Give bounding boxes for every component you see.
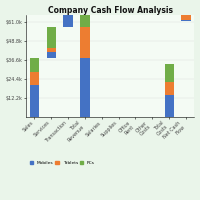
Bar [148,5,157,8]
Bar [80,27,90,58]
Bar [148,0,157,3]
Bar [47,52,56,58]
Bar [47,27,56,48]
Bar [63,5,73,27]
Bar [148,3,157,5]
Bar [181,8,191,14]
Bar [80,58,90,117]
Bar [165,64,174,82]
Bar [165,82,174,95]
Title: Company Cash Flow Analysis: Company Cash Flow Analysis [48,6,173,15]
Bar [30,85,39,117]
Legend: Mobiles, Tablets, PCs: Mobiles, Tablets, PCs [28,159,96,167]
Bar [80,0,90,27]
Bar [30,72,39,85]
Bar [165,95,174,117]
Bar [63,0,73,5]
Bar [181,14,191,20]
Bar [47,48,56,52]
Bar [181,20,191,21]
Bar [30,58,39,72]
